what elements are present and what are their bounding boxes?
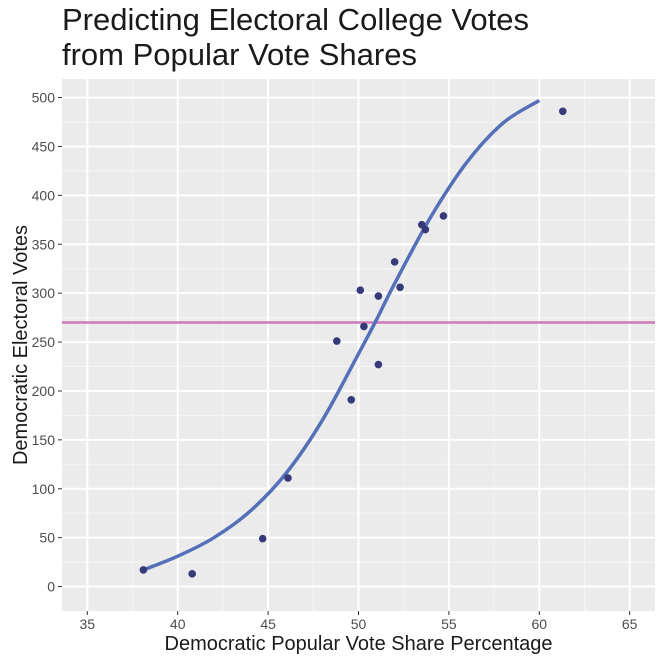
chart-title: Predicting Electoral College Votes from … bbox=[62, 2, 652, 72]
fit-curve bbox=[142, 99, 541, 572]
y-tick-label: 150 bbox=[32, 432, 56, 448]
x-axis-ticks: 35 40 45 50 55 60 65 bbox=[80, 611, 638, 632]
y-axis-ticks: 0 50 100 150 200 250 300 350 400 450 500 bbox=[32, 90, 62, 595]
data-point bbox=[374, 292, 383, 300]
data-point bbox=[284, 474, 292, 482]
y-tick-label: 0 bbox=[47, 579, 55, 595]
chart-title-line-1: Predicting Electoral College Votes bbox=[62, 2, 529, 37]
x-tick-label: 35 bbox=[80, 616, 96, 632]
x-tick-label: 40 bbox=[170, 616, 186, 632]
y-tick-label: 400 bbox=[32, 187, 56, 203]
y-tick-label: 50 bbox=[39, 530, 55, 546]
data-point bbox=[558, 107, 567, 116]
x-tick-label: 55 bbox=[441, 616, 457, 632]
data-point bbox=[396, 283, 404, 292]
major-gridlines bbox=[62, 79, 655, 611]
data-point bbox=[333, 337, 341, 345]
data-point bbox=[258, 534, 267, 543]
data-point bbox=[139, 566, 148, 574]
x-tick-label: 60 bbox=[532, 616, 548, 632]
y-tick-label: 100 bbox=[32, 481, 56, 497]
data-point bbox=[188, 570, 196, 578]
chart-title-line-2: from Popular Vote Shares bbox=[62, 37, 417, 72]
data-point bbox=[347, 395, 356, 404]
y-tick-label: 300 bbox=[32, 285, 56, 301]
y-tick-label: 200 bbox=[32, 383, 56, 399]
data-point bbox=[360, 322, 368, 331]
data-point bbox=[390, 258, 399, 266]
data-points bbox=[139, 107, 567, 578]
x-axis-title: Democratic Popular Vote Share Percentage bbox=[165, 633, 553, 655]
x-tick-label: 50 bbox=[351, 616, 367, 632]
data-point bbox=[439, 212, 448, 220]
data-point bbox=[421, 225, 430, 234]
x-tick-label: 45 bbox=[260, 616, 276, 632]
y-tick-label: 500 bbox=[32, 90, 56, 106]
data-point bbox=[356, 286, 365, 295]
y-tick-label: 350 bbox=[32, 236, 56, 252]
y-tick-label: 250 bbox=[32, 334, 56, 350]
y-tick-label: 450 bbox=[32, 138, 56, 154]
data-point bbox=[374, 360, 383, 369]
y-axis-title: Democratic Electoral Votes bbox=[10, 225, 32, 465]
x-tick-label: 65 bbox=[622, 616, 638, 632]
